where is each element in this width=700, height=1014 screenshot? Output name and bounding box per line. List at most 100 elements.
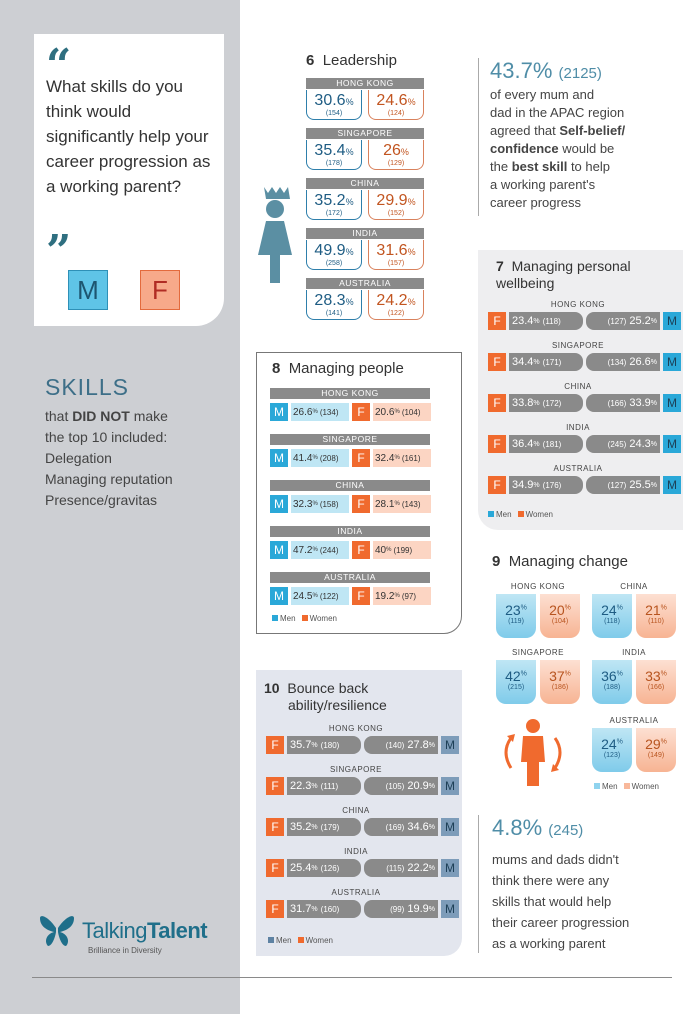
leadership-women-count: (157) [387,260,405,267]
skill-item: Delegation [45,450,112,466]
people-men-value: 24.5% (122) [291,587,349,605]
bounce-country-label: SINGAPORE [329,765,383,774]
bounce-women-value: 31.7% (160) [287,900,361,918]
leadership-men-count: (172) [325,210,343,217]
leadership-women-value: 31.6% (157) [368,240,424,270]
bounce-men-value: (115) 22.2% [364,859,438,877]
leadership-men-value: 30.6% (154) [306,90,362,120]
change-women-tile: 37% (186) [540,660,580,704]
wellbeing-country-label: SINGAPORE [551,341,605,350]
leadership-women-count: (124) [387,110,405,117]
people-women-value: 20.6% (104) [373,403,431,421]
wellbeing-row: F 34.4% (171) (134) 26.6% M [488,353,681,371]
brand-tagline: Brilliance in Diversity [88,946,162,955]
leadership-country-label: CHINA [306,178,424,189]
leadership-men-count: (154) [325,110,343,117]
brand-name-b: Talent [146,918,208,943]
people-women-letter: F [352,495,370,513]
leadership-men-value: 28.3% (141) [306,290,362,320]
change-women-tile: 21% (110) [636,594,676,638]
bounce-women-value: 35.2% (179) [287,818,361,836]
wellbeing-women-value: 23.4% (118) [509,312,583,330]
people-women-letter: F [352,541,370,559]
bounce-men-value: (105) 20.9% [364,777,438,795]
wellbeing-men-value: (134) 26.6% [586,353,660,371]
change-country-label: HONG KONG [510,582,566,591]
change-country-label: CHINA [620,582,648,591]
leadership-men-value: 49.9% (258) [306,240,362,270]
wellbeing-men-letter: M [663,435,681,453]
people-row: M 47.2% (244) F 40% (199) [270,541,431,559]
people-women-letter: F [352,449,370,467]
stat-confidence: 43.7% (2125) of every mum and dad in the… [490,58,626,210]
wellbeing-title: 7 Managing personal wellbeing [496,258,631,291]
wellbeing-row: F 33.8% (172) (166) 33.9% M [488,394,681,412]
wellbeing-women-value: 36.4% (181) [509,435,583,453]
change-women-tile: 29% (149) [636,728,676,772]
people-country-label: INDIA [270,526,430,537]
bounce-country-label: HONG KONG [328,724,384,733]
wellbeing-men-letter: M [663,312,681,330]
butterfly-logo-icon [40,916,74,946]
people-men-value: 41.4% (208) [291,449,349,467]
change-country-label: INDIA [622,648,646,657]
leadership-women-value: 26% (129) [368,140,424,170]
skills-title: SKILLS [45,374,129,400]
change-title: 9 Managing change [492,553,628,570]
wellbeing-men-value: (127) 25.5% [586,476,660,494]
wellbeing-men-value: (127) 25.2% [586,312,660,330]
skills-list: that DID NOT make the top 10 included: D… [45,406,173,511]
close-quote-icon: ” [46,226,72,277]
bounce-row: F 25.4% (126) (115) 22.2% M [266,859,459,877]
leadership-country-label: HONG KONG [306,78,424,89]
skill-item: Presence/gravitas [45,492,158,508]
change-legend: Men Women [594,782,659,791]
people-men-value: 26.6% (134) [291,403,349,421]
wellbeing-men-letter: M [663,394,681,412]
leadership-men-count: (258) [325,260,343,267]
bounce-men-letter: M [441,777,459,795]
stat-none: 4.8% (245) mums and dads didn't think th… [492,815,630,951]
male-box: M [68,270,108,310]
bounce-women-value: 25.4% (126) [287,859,361,877]
people-row: M 24.5% (122) F 19.2% (97) [270,587,431,605]
bounce-legend: Men Women [268,936,333,945]
stat-none-divider [478,815,479,953]
leadership-country-label: SINGAPORE [306,128,424,139]
people-men-letter: M [270,449,288,467]
bounce-row: F 31.7% (160) (99) 19.9% M [266,900,459,918]
bounce-women-value: 22.3% (111) [287,777,361,795]
bounce-men-value: (99) 19.9% [364,900,438,918]
wellbeing-men-value: (166) 33.9% [586,394,660,412]
wellbeing-row: F 23.4% (118) (127) 25.2% M [488,312,681,330]
bounce-women-letter: F [266,777,284,795]
brand-name-a: Talking [82,918,147,943]
leadership-men-count: (141) [325,310,343,317]
people-country-label: AUSTRALIA [270,572,430,583]
leadership-women-count: (122) [387,310,405,317]
people-country-label: CHINA [270,480,430,491]
people-country-label: SINGAPORE [270,434,430,445]
wellbeing-women-value: 33.8% (172) [509,394,583,412]
leadership-title: 6 Leadership [306,52,397,69]
people-women-letter: F [352,587,370,605]
people-men-letter: M [270,403,288,421]
change-men-tile: 36% (188) [592,660,632,704]
stat-divider [478,58,479,216]
bounce-row: F 35.7% (180) (140) 27.8% M [266,736,459,754]
bounce-country-label: AUSTRALIA [331,888,381,897]
wellbeing-women-letter: F [488,353,506,371]
female-box: F [140,270,180,310]
question-text: What skills do you think would significa… [46,77,211,196]
leadership-women-count: (152) [387,210,405,217]
change-country-label: AUSTRALIA [609,716,659,725]
leadership-country-label: AUSTRALIA [306,278,424,289]
footer-divider [32,977,672,978]
wellbeing-country-label: AUSTRALIA [553,464,603,473]
wellbeing-women-value: 34.9% (176) [509,476,583,494]
wellbeing-row: F 36.4% (181) (245) 24.3% M [488,435,681,453]
wellbeing-men-letter: M [663,353,681,371]
people-men-value: 47.2% (244) [291,541,349,559]
leadership-women-value: 29.9% (152) [368,190,424,220]
bounce-men-letter: M [441,859,459,877]
